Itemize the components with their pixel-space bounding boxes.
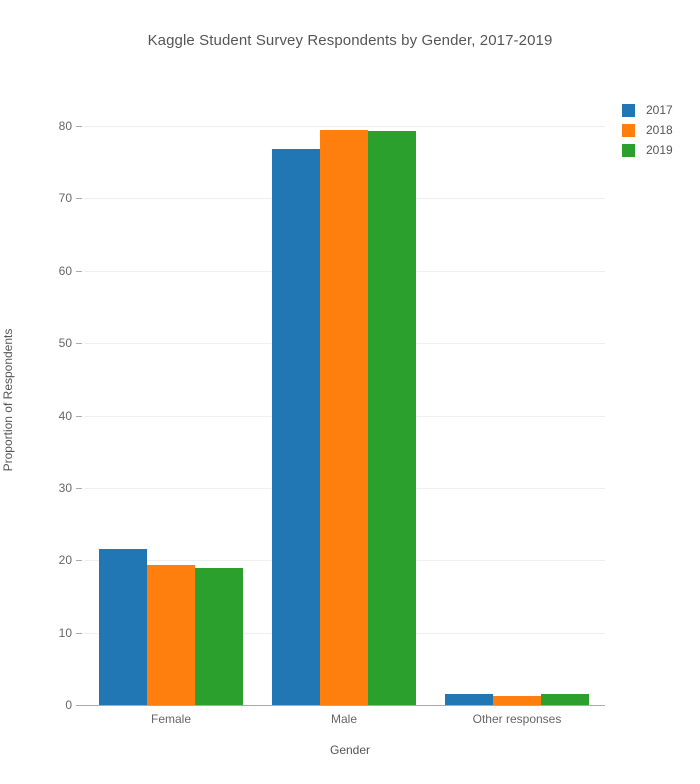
- y-axis-tick-label: 0: [65, 698, 72, 712]
- chart-legend: 2017 2018 2019: [622, 102, 700, 162]
- bar[interactable]: [541, 694, 589, 705]
- y-axis-tick-mark: [76, 632, 82, 634]
- bar[interactable]: [147, 565, 195, 705]
- axis-baseline: [76, 705, 605, 706]
- bar[interactable]: [195, 567, 243, 705]
- legend-item[interactable]: 2019: [622, 142, 700, 159]
- legend-item-label: 2018: [646, 123, 673, 137]
- bar[interactable]: [99, 548, 147, 705]
- y-axis-tick-mark: [76, 270, 82, 272]
- y-axis-tick-mark: [76, 560, 82, 562]
- y-axis-tick-label: 30: [58, 480, 72, 495]
- plot-area: [76, 126, 605, 706]
- y-axis-tick-label: 20: [58, 553, 72, 568]
- y-axis-tick-mark: [76, 126, 82, 127]
- y-axis-tick-label: 70: [58, 191, 72, 206]
- x-axis-tick-label: Male: [330, 712, 357, 726]
- x-axis-title: Gender: [329, 743, 371, 757]
- y-axis-tick-label: 80: [58, 119, 72, 133]
- legend-swatch-icon: [622, 104, 635, 117]
- legend-item[interactable]: 2017: [622, 102, 700, 119]
- y-axis-tick-label: 50: [58, 336, 72, 351]
- y-axis-tick-mark: [76, 487, 82, 489]
- x-axis-tick-label: Female: [150, 712, 191, 726]
- y-axis-tick-mark: [76, 198, 82, 200]
- y-axis-tick-mark: [76, 415, 82, 417]
- x-axis-tick-label: Other responses: [472, 712, 562, 726]
- legend-item-label: 2019: [646, 143, 673, 157]
- chart-title: Kaggle Student Survey Respondents by Gen…: [147, 32, 553, 49]
- y-axis-tick-label: 40: [58, 408, 72, 423]
- gridline: [84, 126, 605, 127]
- y-axis-tick-label: 60: [58, 263, 72, 278]
- bar[interactable]: [368, 131, 416, 705]
- bar[interactable]: [445, 694, 493, 705]
- bar[interactable]: [320, 130, 368, 705]
- y-axis-title: Proportion of Respondents: [1, 328, 15, 472]
- legend-swatch-icon: [622, 144, 635, 157]
- bar[interactable]: [272, 149, 320, 705]
- legend-item-label: 2017: [646, 103, 673, 117]
- y-axis-tick-mark: [76, 705, 82, 706]
- bar[interactable]: [493, 695, 541, 705]
- legend-item[interactable]: 2018: [622, 122, 700, 139]
- y-axis-tick-label: 10: [58, 625, 72, 640]
- y-axis-tick-mark: [76, 343, 82, 345]
- legend-swatch-icon: [622, 124, 635, 137]
